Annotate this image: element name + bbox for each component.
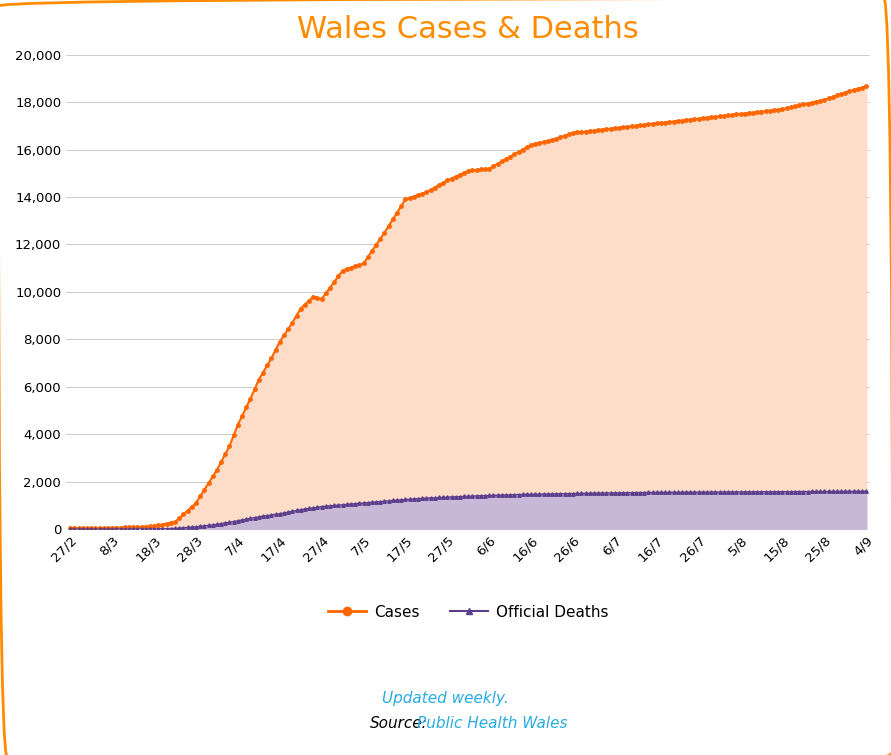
Text: Source:: Source: (370, 716, 428, 731)
Legend: Cases, Official Deaths: Cases, Official Deaths (322, 599, 615, 626)
Text: Updated weekly.: Updated weekly. (382, 691, 509, 706)
Title: Wales Cases & Deaths: Wales Cases & Deaths (298, 15, 639, 44)
Text: Public Health Wales: Public Health Wales (417, 716, 568, 731)
